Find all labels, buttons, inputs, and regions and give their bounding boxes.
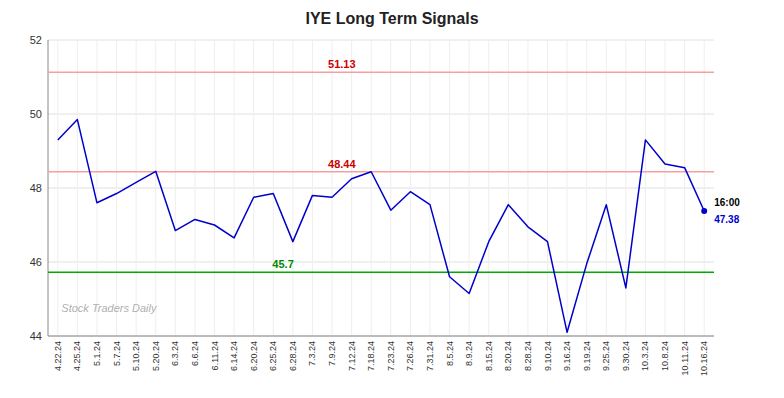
grid-line [527, 40, 528, 336]
y-axis-line [48, 40, 49, 336]
end-label-value: 47.38 [714, 214, 739, 225]
x-tick-label: 5.10.24 [131, 341, 141, 371]
grid-line [48, 40, 714, 41]
grid-line [488, 40, 489, 336]
grid-line [253, 40, 254, 336]
x-tick-label: 5.7.24 [112, 341, 122, 366]
watermark: Stock Traders Daily [61, 302, 158, 314]
x-tick-label: 7.18.24 [366, 341, 376, 371]
x-tick-label: 8.15.24 [484, 341, 494, 371]
grid-line [429, 40, 430, 336]
x-tick-label: 10.16.24 [699, 341, 709, 376]
grid-line [214, 40, 215, 336]
grid-line [175, 40, 176, 336]
end-label-time: 16:00 [714, 197, 740, 208]
x-tick-label: 6.28.24 [288, 341, 298, 371]
reference-label: 45.7 [272, 258, 293, 270]
grid-line [312, 40, 313, 336]
x-tick-label: 5.20.24 [151, 341, 161, 371]
grid-line [606, 40, 607, 336]
y-tick-label: 48 [30, 182, 42, 194]
y-tick-label: 46 [30, 256, 42, 268]
grid-line [665, 40, 666, 336]
grid-line [116, 40, 117, 336]
x-tick-label: 6.14.24 [229, 341, 239, 371]
x-tick-label: 7.12.24 [347, 341, 357, 371]
grid-line [410, 40, 411, 336]
y-tick-label: 44 [30, 330, 42, 342]
x-tick-label: 8.28.24 [523, 341, 533, 371]
x-tick-label: 7.3.24 [307, 341, 317, 366]
grid-line [273, 40, 274, 336]
x-tick-label: 6.25.24 [268, 341, 278, 371]
grid-line [567, 40, 568, 336]
grid-line [351, 40, 352, 336]
plot-area [48, 72, 714, 332]
grid-line [292, 40, 293, 336]
reference-line [48, 272, 714, 274]
x-tick-label: 9.25.24 [601, 341, 611, 371]
reference-line [48, 171, 714, 173]
x-tick-label: 9.10.24 [543, 341, 553, 371]
grid-line [57, 40, 58, 336]
grid-line [234, 40, 235, 336]
grid-line [508, 40, 509, 336]
y-tick-label: 50 [30, 108, 42, 120]
x-tick-label: 6.11.24 [210, 341, 220, 370]
grid-line [547, 40, 548, 336]
x-tick-label: 7.26.24 [405, 341, 415, 371]
grid-line [48, 336, 714, 337]
grid-line [48, 114, 714, 115]
reference-line [48, 71, 714, 73]
x-tick-label: 10.11.24 [680, 341, 690, 375]
end-point [701, 208, 707, 214]
x-tick-label: 5.1.24 [92, 341, 102, 366]
grid-line [136, 40, 137, 336]
x-tick-label: 9.16.24 [562, 341, 572, 371]
grid-line [449, 40, 450, 336]
grid-line [77, 40, 78, 336]
grid-line [48, 188, 714, 189]
x-tick-label: 10.8.24 [660, 341, 670, 371]
x-tick-label: 4.22.24 [53, 341, 63, 371]
price-line [58, 120, 704, 333]
grid-line [155, 40, 156, 336]
y-tick-label: 52 [30, 34, 42, 46]
x-tick-label: 7.23.24 [386, 341, 396, 371]
x-tick-label: 9.30.24 [621, 341, 631, 371]
grid-line [194, 40, 195, 336]
grid-line [371, 40, 372, 336]
x-tick-label: 4.25.24 [72, 341, 82, 371]
x-tick-label: 8.20.24 [503, 341, 513, 371]
x-tick-label: 7.9.24 [327, 341, 337, 366]
grid-line [704, 40, 705, 336]
x-tick-label: 9.19.24 [582, 341, 592, 371]
reference-label: 48.44 [328, 158, 356, 170]
x-tick-label: 6.3.24 [170, 341, 180, 366]
x-tick-label: 8.5.24 [445, 341, 455, 366]
grid [48, 40, 714, 336]
x-tick-label: 6.6.24 [190, 341, 200, 366]
grid-line [390, 40, 391, 336]
x-tick-label: 6.20.24 [249, 341, 259, 371]
grid-line [586, 40, 587, 336]
x-tick-label: 7.31.24 [425, 341, 435, 371]
grid-line [684, 40, 685, 336]
grid-line [48, 262, 714, 263]
grid-line [332, 40, 333, 336]
grid-line [645, 40, 646, 336]
title: IYE Long Term Signals [305, 10, 478, 27]
x-axis-line [48, 336, 714, 337]
grid-line [625, 40, 626, 336]
chart: IYE Long Term Signals 44 46 48 50 52 4.22.24 4.… [0, 0, 784, 398]
x-tick-label: 8.9.24 [464, 341, 474, 366]
grid-line [96, 40, 97, 336]
x-tick-label: 10.3.24 [640, 341, 650, 371]
reference-label: 51.13 [328, 58, 356, 70]
